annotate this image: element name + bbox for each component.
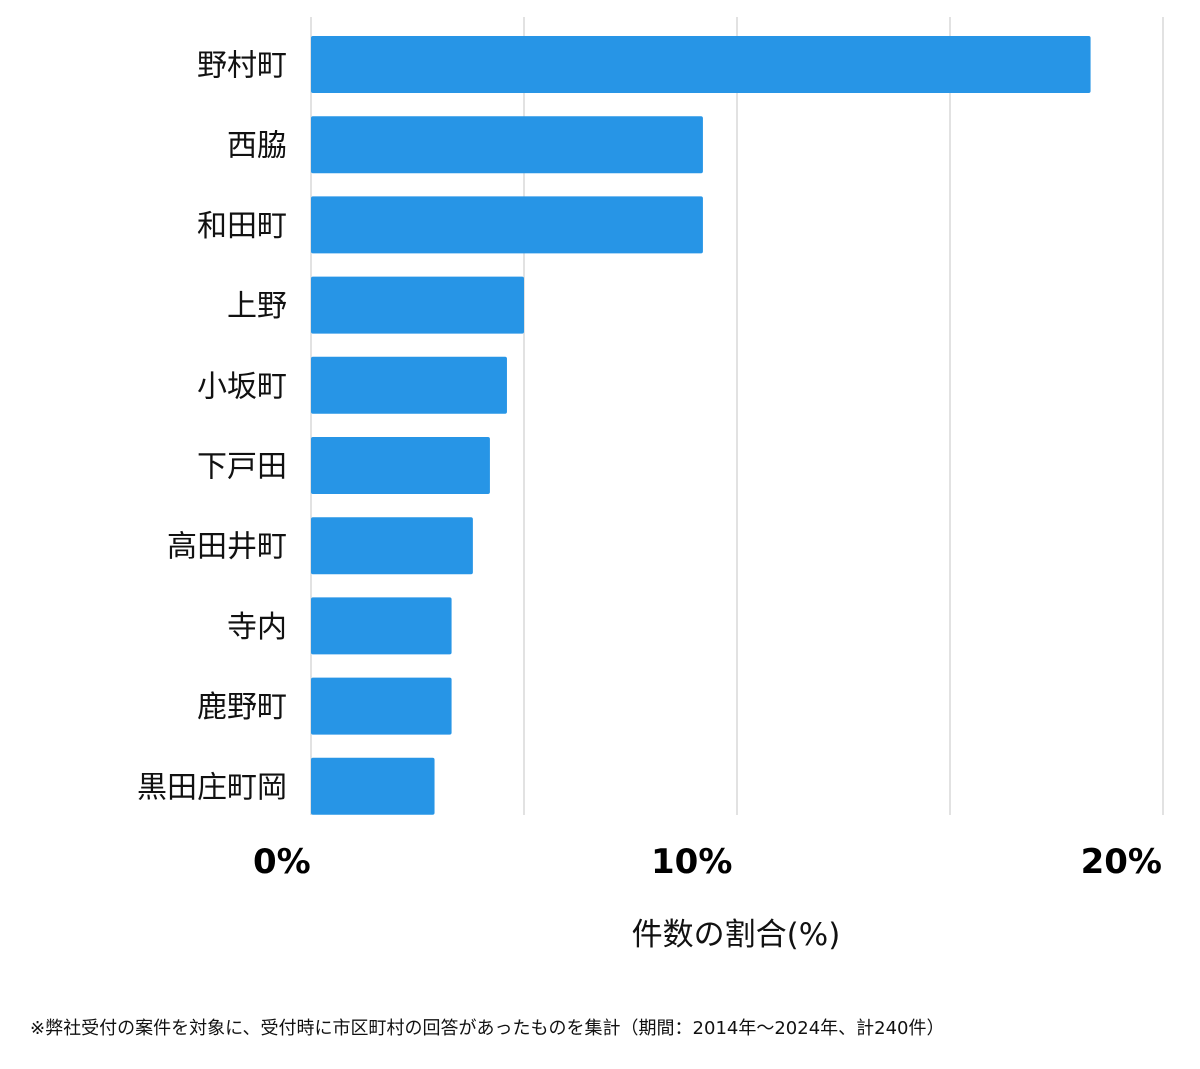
category-label: 下戸田 xyxy=(197,450,287,485)
category-label: 和田町 xyxy=(197,209,287,244)
bar xyxy=(311,356,507,414)
bar xyxy=(311,276,524,334)
x-tick-label: 10% xyxy=(651,842,732,882)
category-label: 寺内 xyxy=(227,610,287,645)
footnote: ※弊社受付の案件を対象に、受付時に市区町村の回答があったものを集計（期間：201… xyxy=(30,1018,945,1039)
category-label: 黒田庄町岡 xyxy=(137,770,287,805)
x-tick-label: 20% xyxy=(1081,842,1162,882)
x-axis-title: 件数の割合(%) xyxy=(632,917,841,953)
x-tick-layer: 0% 10% 20% xyxy=(253,842,1162,882)
bar xyxy=(311,757,435,815)
bar xyxy=(311,517,473,575)
bar-layer xyxy=(311,36,1091,815)
category-label: 鹿野町 xyxy=(197,690,287,725)
bar xyxy=(311,677,452,735)
bar xyxy=(311,597,452,655)
bar xyxy=(311,437,490,494)
category-label: 西脇 xyxy=(227,129,287,164)
x-tick-label: 0% xyxy=(253,842,311,882)
bar xyxy=(311,116,703,174)
bar xyxy=(311,196,703,254)
category-label: 小坂町 xyxy=(197,369,287,404)
category-label: 上野 xyxy=(227,289,287,324)
category-label: 野村町 xyxy=(197,49,287,84)
bar xyxy=(311,36,1091,93)
category-label: 高田井町 xyxy=(167,530,287,565)
